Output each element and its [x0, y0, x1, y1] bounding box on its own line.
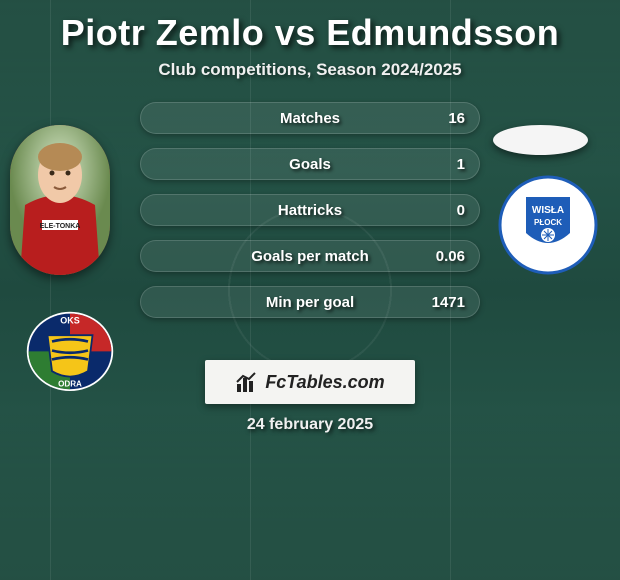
stat-right-value: 1	[457, 156, 465, 173]
page-subtitle: Club competitions, Season 2024/2025	[0, 60, 620, 102]
stat-right-value: 0.06	[436, 248, 465, 265]
stat-label: Hattricks	[278, 202, 342, 219]
footer-brand[interactable]: FcTables.com	[205, 360, 415, 404]
jersey-text: ELE-TONKA	[40, 223, 81, 230]
stat-label: Goals	[289, 156, 331, 173]
stat-right-value: 1471	[432, 294, 465, 311]
stat-right-value: 0	[457, 202, 465, 219]
stat-row-hattricks: Hattricks 0	[140, 194, 480, 226]
svg-text:PŁOCK: PŁOCK	[534, 218, 562, 227]
player-right-photo-blank	[493, 125, 588, 155]
player-left-photo: ELE-TONKA	[10, 125, 110, 275]
stat-row-matches: Matches 16	[140, 102, 480, 134]
page-title: Piotr Zemlo vs Edmundsson	[0, 0, 620, 60]
stat-row-goals: Goals 1	[140, 148, 480, 180]
svg-text:ODRA: ODRA	[58, 380, 82, 389]
chart-icon	[235, 370, 259, 394]
club-badge-right: WISŁA PŁOCK	[498, 175, 598, 275]
stat-label: Goals per match	[251, 248, 369, 265]
stat-row-goals-per-match: Goals per match 0.06	[140, 240, 480, 272]
club-badge-left: OKS ODRA	[20, 310, 120, 400]
stat-right-value: 16	[448, 110, 465, 127]
footer-brand-text: FcTables.com	[265, 372, 384, 393]
svg-text:OKS: OKS	[60, 316, 80, 326]
footer-date: 24 february 2025	[0, 416, 620, 434]
svg-text:WISŁA: WISŁA	[532, 205, 564, 216]
stat-label: Min per goal	[266, 294, 354, 311]
stat-row-min-per-goal: Min per goal 1471	[140, 286, 480, 318]
stat-label: Matches	[280, 110, 340, 127]
